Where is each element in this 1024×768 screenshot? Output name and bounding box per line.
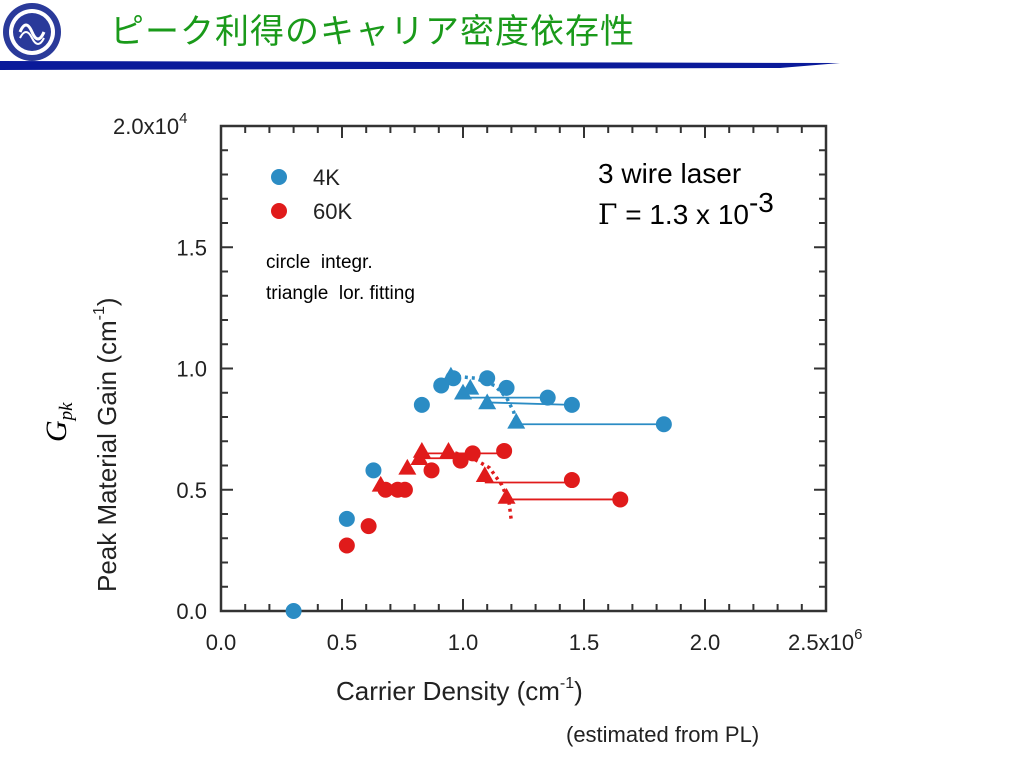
x-tick-labels: 0.0 0.5 1.0 1.5 2.0 2.5x106 bbox=[206, 626, 863, 655]
triangle-point bbox=[461, 378, 480, 395]
circle-point bbox=[479, 370, 496, 387]
circle-point bbox=[498, 379, 515, 396]
y-tick-label: 1.0 bbox=[176, 357, 207, 382]
legend-marker-60K bbox=[271, 203, 287, 219]
footnote: (estimated from PL) bbox=[566, 722, 759, 747]
y-axis-symbol: Gpk bbox=[40, 402, 77, 442]
circle-point bbox=[285, 603, 302, 619]
series-layer bbox=[285, 366, 672, 619]
y-tick-label: 0.5 bbox=[176, 478, 207, 503]
triangle-point bbox=[507, 412, 526, 429]
circle-point bbox=[338, 537, 355, 554]
triangle-point bbox=[412, 441, 431, 458]
y-tick-label: 0.0 bbox=[176, 599, 207, 624]
series-60K bbox=[338, 441, 629, 554]
circle-point bbox=[612, 491, 629, 508]
circle-point bbox=[365, 462, 382, 479]
legend-marker-4K bbox=[271, 169, 287, 185]
circle-point bbox=[452, 452, 469, 469]
title-rule bbox=[0, 61, 840, 70]
legend: 4K 60K bbox=[271, 165, 352, 224]
circle-point bbox=[563, 396, 580, 413]
circle-point bbox=[496, 442, 513, 459]
circle-point bbox=[563, 472, 580, 489]
legend-label-60K: 60K bbox=[313, 199, 352, 224]
x-tick-label: 0.0 bbox=[206, 630, 237, 655]
triangle-point bbox=[478, 393, 497, 410]
circle-point bbox=[655, 416, 672, 433]
circle-point bbox=[338, 510, 355, 527]
circle-point bbox=[377, 481, 394, 498]
gamma-annotation: Γ = 1.3 x 10-3 bbox=[598, 187, 774, 231]
triangle-point bbox=[497, 488, 516, 504]
university-seal-logo bbox=[3, 3, 61, 61]
gamma-value: = 1.3 x 10 bbox=[617, 199, 749, 230]
x-tick-label: 2.0 bbox=[690, 630, 721, 655]
circle-point bbox=[413, 396, 430, 413]
y-tick-labels: 0.0 0.5 1.0 1.5 2.0x104 bbox=[113, 110, 207, 624]
x-tick-label: 1.0 bbox=[448, 630, 479, 655]
y-tick-label: 1.5 bbox=[176, 235, 207, 260]
gamma-exponent: -3 bbox=[749, 187, 774, 218]
connector-line bbox=[487, 401, 572, 406]
circle-point bbox=[423, 462, 440, 479]
axis-ticks bbox=[220, 125, 827, 612]
x-tick-label: 1.5 bbox=[569, 630, 600, 655]
circle-point bbox=[396, 481, 413, 498]
x-tick-label: 0.5 bbox=[327, 630, 358, 655]
series-4K bbox=[285, 366, 672, 619]
circle-point bbox=[433, 377, 450, 394]
x-tick-label: 2.5x106 bbox=[788, 626, 862, 655]
legend-label-4K: 4K bbox=[313, 165, 340, 190]
circle-point bbox=[360, 518, 377, 535]
gamma-symbol: Γ bbox=[598, 198, 617, 231]
slide-title: ピーク利得のキャリア密度依存性 bbox=[110, 12, 635, 52]
x-axis-label: Carrier Density (cm-1) bbox=[336, 675, 583, 706]
triangle-point bbox=[439, 441, 458, 458]
y-axis-label: Peak Material Gain (cm-1) bbox=[91, 297, 122, 592]
y-tick-label: 2.0x104 bbox=[113, 110, 187, 139]
marker-note-circle: circle integr. bbox=[266, 252, 373, 273]
circle-point bbox=[539, 389, 556, 406]
triangle-point bbox=[398, 458, 417, 475]
marker-note-triangle: triangle lor. fitting bbox=[266, 283, 415, 304]
device-label: 3 wire laser bbox=[598, 158, 741, 189]
triangle-point bbox=[475, 466, 494, 482]
circle-point bbox=[464, 445, 481, 462]
circle-point bbox=[445, 370, 462, 387]
